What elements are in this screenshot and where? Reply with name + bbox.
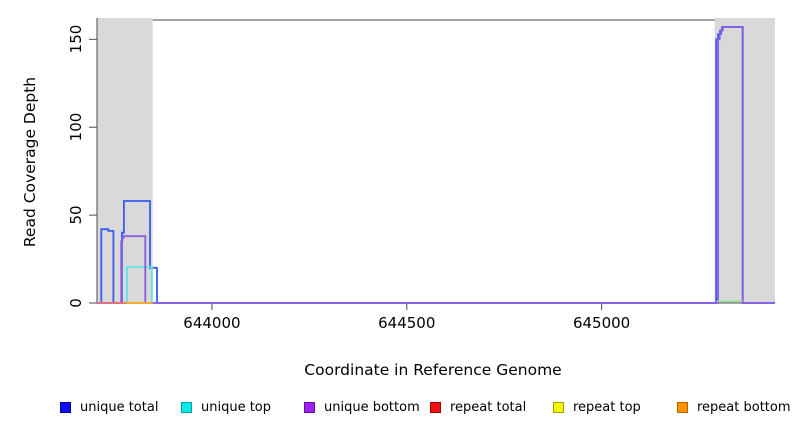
legend-item-repeat-total: repeat total [430, 399, 526, 415]
series-line-unique-bottom [97, 26, 775, 304]
series-line-unique-total [97, 26, 775, 304]
y-tick-label: 50 [67, 205, 85, 225]
legend-item-unique-bottom: unique bottom [304, 399, 420, 415]
legend-label: unique total [80, 399, 159, 415]
left-flank-region [97, 18, 153, 303]
legend-label: unique bottom [324, 399, 420, 415]
legend-item-repeat-top: repeat top [553, 399, 641, 415]
legend-label: repeat top [573, 399, 641, 415]
legend-label: repeat total [450, 399, 527, 415]
legend-swatch [430, 401, 441, 413]
right-flank-region [714, 18, 775, 303]
x-tick-label: 644500 [378, 314, 436, 332]
legend-swatch [181, 401, 192, 413]
legend-item-unique-top: unique top [181, 399, 271, 415]
legend-item-repeat-bottom: repeat bottom [677, 399, 791, 415]
x-tick-label: 645000 [572, 314, 631, 332]
legend-label: repeat bottom [697, 399, 791, 415]
x-tick-label: 644000 [183, 314, 241, 332]
legend-item-unique-total: unique total [60, 399, 158, 415]
y-tick-label: 150 [67, 25, 85, 54]
x-axis-title: Coordinate in Reference Genome [304, 361, 562, 379]
legend-swatch [60, 401, 71, 413]
y-axis-title: Read Coverage Depth [21, 76, 39, 248]
legend-swatch [304, 401, 315, 413]
legend-swatch [553, 401, 564, 413]
y-tick-label: 100 [67, 112, 85, 142]
y-tick-label: 0 [67, 298, 85, 308]
legend-swatch [677, 401, 688, 413]
legend-label: unique top [201, 399, 272, 415]
